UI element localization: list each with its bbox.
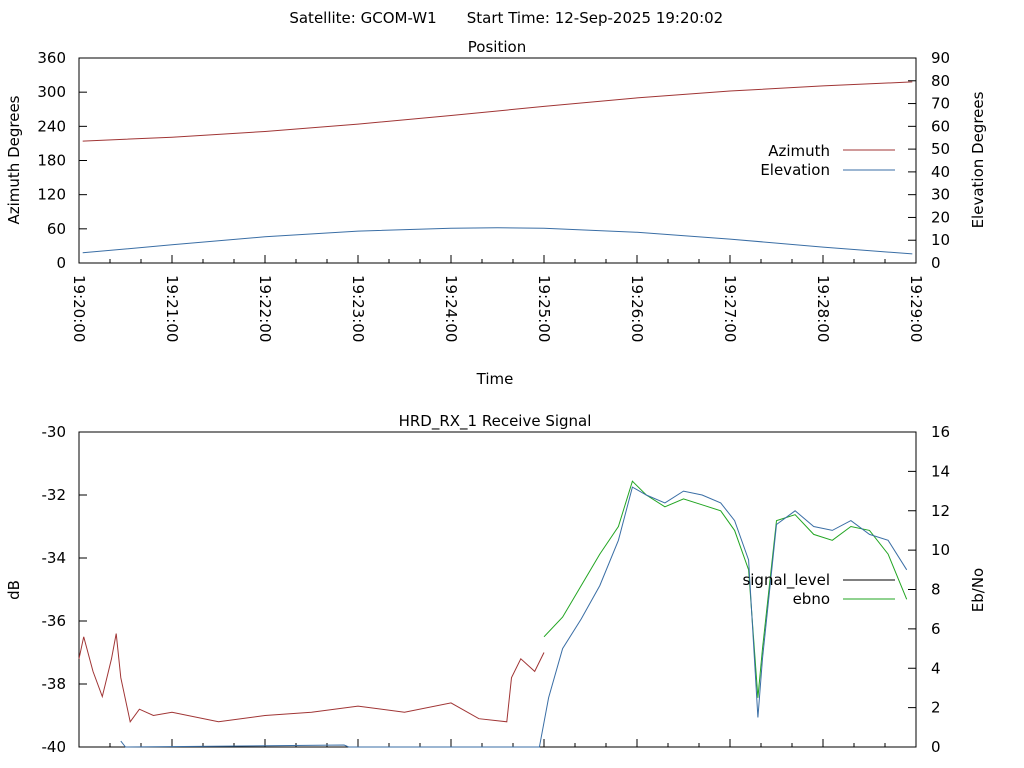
- y2-tick-label: 8: [931, 581, 941, 599]
- x-tick-label: 19:29:00: [907, 275, 925, 342]
- y2-tick-label: 30: [931, 186, 950, 204]
- y-tick-label: 180: [37, 152, 66, 170]
- y2-tick-label: 10: [931, 541, 950, 559]
- y2-tick-label: 4: [931, 659, 941, 677]
- unlabeled-series-line: [120, 486, 908, 748]
- y2-tick-label: 50: [931, 140, 950, 158]
- y-tick-label: -38: [42, 675, 67, 693]
- y2-tick-label: 70: [931, 95, 950, 113]
- signal-legend: signal_level ebno: [742, 571, 895, 608]
- signal-title: HRD_RX_1 Receive Signal: [399, 412, 592, 431]
- x-tick-label: 19:28:00: [814, 275, 832, 342]
- x-tick-label: 19:23:00: [349, 275, 367, 342]
- signal-plot-frame: [78, 431, 917, 748]
- position-ticks: 0 60 120 180 240 300 360 0 10 20 30 40 50 60 70 80 90 19:…: [37, 49, 950, 342]
- legend-azimuth-label: Azimuth: [768, 142, 830, 160]
- position-title: Position: [468, 38, 526, 56]
- signal-level-series-line: [78, 633, 545, 723]
- signal-chart: HRD_RX_1 Receive Signal dB Eb/No -40-38-…: [5, 412, 987, 756]
- x-tick-label: 19:26:00: [628, 275, 646, 342]
- y2-tick-label: 40: [931, 163, 950, 181]
- x-tick-label: 19:25:00: [535, 275, 553, 342]
- signal-lines: [78, 480, 908, 748]
- legend-ebno-label: ebno: [793, 590, 830, 608]
- ebno-series-line: [543, 480, 908, 698]
- y-tick-label: -32: [42, 486, 67, 504]
- y2-tick-label: 12: [931, 502, 950, 520]
- y-tick-label: -40: [42, 738, 67, 756]
- y2-tick-label: 80: [931, 72, 950, 90]
- x-tick-label: 19:27:00: [721, 275, 739, 342]
- position-ylabel: Azimuth Degrees: [5, 95, 23, 224]
- y2-tick-label: 90: [931, 49, 950, 67]
- signal-ticks: -40 -38 -36 -34 -32 -30 0 2 4 6 8 10 12 14 16: [42, 423, 951, 756]
- y2-tick-label: 6: [931, 620, 941, 638]
- position-y2label: Elevation Degrees: [969, 91, 987, 228]
- satellite-label: Satellite: GCOM-W1: [289, 9, 436, 27]
- y-tick-label: -36: [42, 612, 67, 630]
- start-time-label: Start Time: 12-Sep-2025 19:20:02: [467, 9, 723, 27]
- y-tick-label: 300: [37, 83, 66, 101]
- azimuth-series-line: [82, 81, 913, 142]
- signal-y2label: Eb/No: [969, 568, 987, 612]
- y2-tick-label: 2: [931, 699, 941, 717]
- y-tick-label: 360: [37, 49, 66, 67]
- y-tick-label: -30: [42, 423, 67, 441]
- signal-ylabel: dB: [5, 580, 23, 600]
- y2-tick-label: 14: [931, 462, 950, 480]
- y-tick-label: -34: [42, 549, 67, 567]
- y2-tick-label: 60: [931, 117, 950, 135]
- x-tick-label: 19:22:00: [256, 275, 274, 342]
- y2-tick-label: 0: [931, 254, 941, 272]
- position-lines: [82, 81, 913, 255]
- legend-signal-level-label: signal_level: [742, 571, 830, 590]
- y-tick-label: 60: [47, 220, 66, 238]
- position-legend: Azimuth Elevation: [760, 142, 895, 179]
- y2-tick-label: 16: [931, 423, 950, 441]
- x-tick-label: 19:21:00: [163, 275, 181, 342]
- y-tick-label: 0: [56, 254, 66, 272]
- y2-tick-label: 20: [931, 208, 950, 226]
- x-tick-label: 19:20:00: [70, 275, 88, 342]
- legend-elevation-label: Elevation: [760, 161, 830, 179]
- position-xlabel: Time: [476, 370, 514, 388]
- y2-tick-label: 0: [931, 738, 941, 756]
- position-chart: Position Azimuth Degrees Elevation Degre…: [5, 38, 987, 388]
- y-tick-label: 240: [37, 117, 66, 135]
- elevation-series-line: [82, 227, 913, 255]
- y2-tick-label: 10: [931, 231, 950, 249]
- x-tick-label: 19:24:00: [442, 275, 460, 342]
- y-tick-label: 120: [37, 186, 66, 204]
